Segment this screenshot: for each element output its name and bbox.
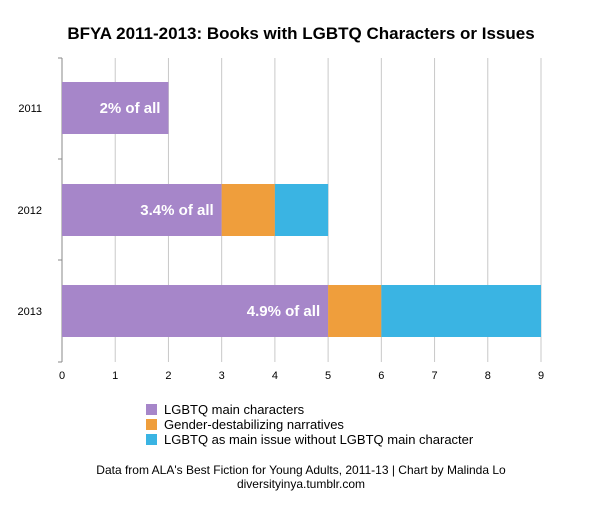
legend-label-lgbtq-main-issue: LGBTQ as main issue without LGBTQ main c… (164, 432, 474, 447)
x-tick-label-5: 5 (325, 370, 331, 382)
bar-2012-series-0 (62, 184, 222, 236)
y-tick-label-2013: 2013 (18, 306, 42, 318)
bar-2012-series-2 (274, 184, 329, 236)
legend-item-lgbtq-main-issue: LGBTQ as main issue without LGBTQ main c… (146, 432, 473, 447)
bar-2011-series-0 (62, 82, 169, 134)
bar-2012-series-1 (221, 184, 275, 236)
legend-swatch-gender-destabilizing (146, 419, 157, 430)
x-tick-label-8: 8 (485, 370, 491, 382)
footer-credit: Data from ALA's Best Fiction for Young A… (96, 463, 506, 477)
x-tick-label-0: 0 (59, 370, 65, 382)
data-label-2013: 4.9% of all (247, 303, 320, 320)
legend-item-lgbtq-main-characters: LGBTQ main characters (146, 402, 473, 417)
bar-2013-series-0 (62, 285, 329, 337)
bar-2013-series-2 (381, 285, 541, 337)
legend: LGBTQ main characters Gender-destabilizi… (146, 402, 473, 447)
x-tick-label-4: 4 (272, 370, 278, 382)
y-tick-label-2011: 2011 (18, 103, 42, 115)
x-tick-label-6: 6 (378, 370, 384, 382)
footer-url: diversityinya.tumblr.com (236, 477, 366, 491)
legend-label-lgbtq-main-characters: LGBTQ main characters (164, 402, 305, 417)
data-label-2012: 3.4% of all (140, 202, 213, 219)
chart-title: BFYA 2011-2013: Books with LGBTQ Charact… (67, 24, 535, 43)
legend-item-gender-destabilizing: Gender-destabilizing narratives (146, 417, 473, 432)
legend-swatch-lgbtq-main-issue (146, 434, 157, 445)
y-tick-label-2012: 2012 (18, 205, 42, 217)
legend-swatch-lgbtq-main-characters (146, 404, 157, 415)
legend-label-gender-destabilizing: Gender-destabilizing narratives (164, 417, 344, 432)
bar-2013-series-1 (328, 285, 382, 337)
x-tick-label-2: 2 (165, 370, 171, 382)
x-tick-label-9: 9 (538, 370, 544, 382)
x-tick-label-3: 3 (219, 370, 225, 382)
bar-chart: 0 1 2 3 4 5 6 7 8 9 2011 2% of all 2012 3.4% of all 20… (18, 57, 544, 382)
data-label-2011: 2% of all (100, 100, 161, 117)
x-tick-label-1: 1 (112, 370, 118, 382)
x-tick-label-7: 7 (431, 370, 437, 382)
